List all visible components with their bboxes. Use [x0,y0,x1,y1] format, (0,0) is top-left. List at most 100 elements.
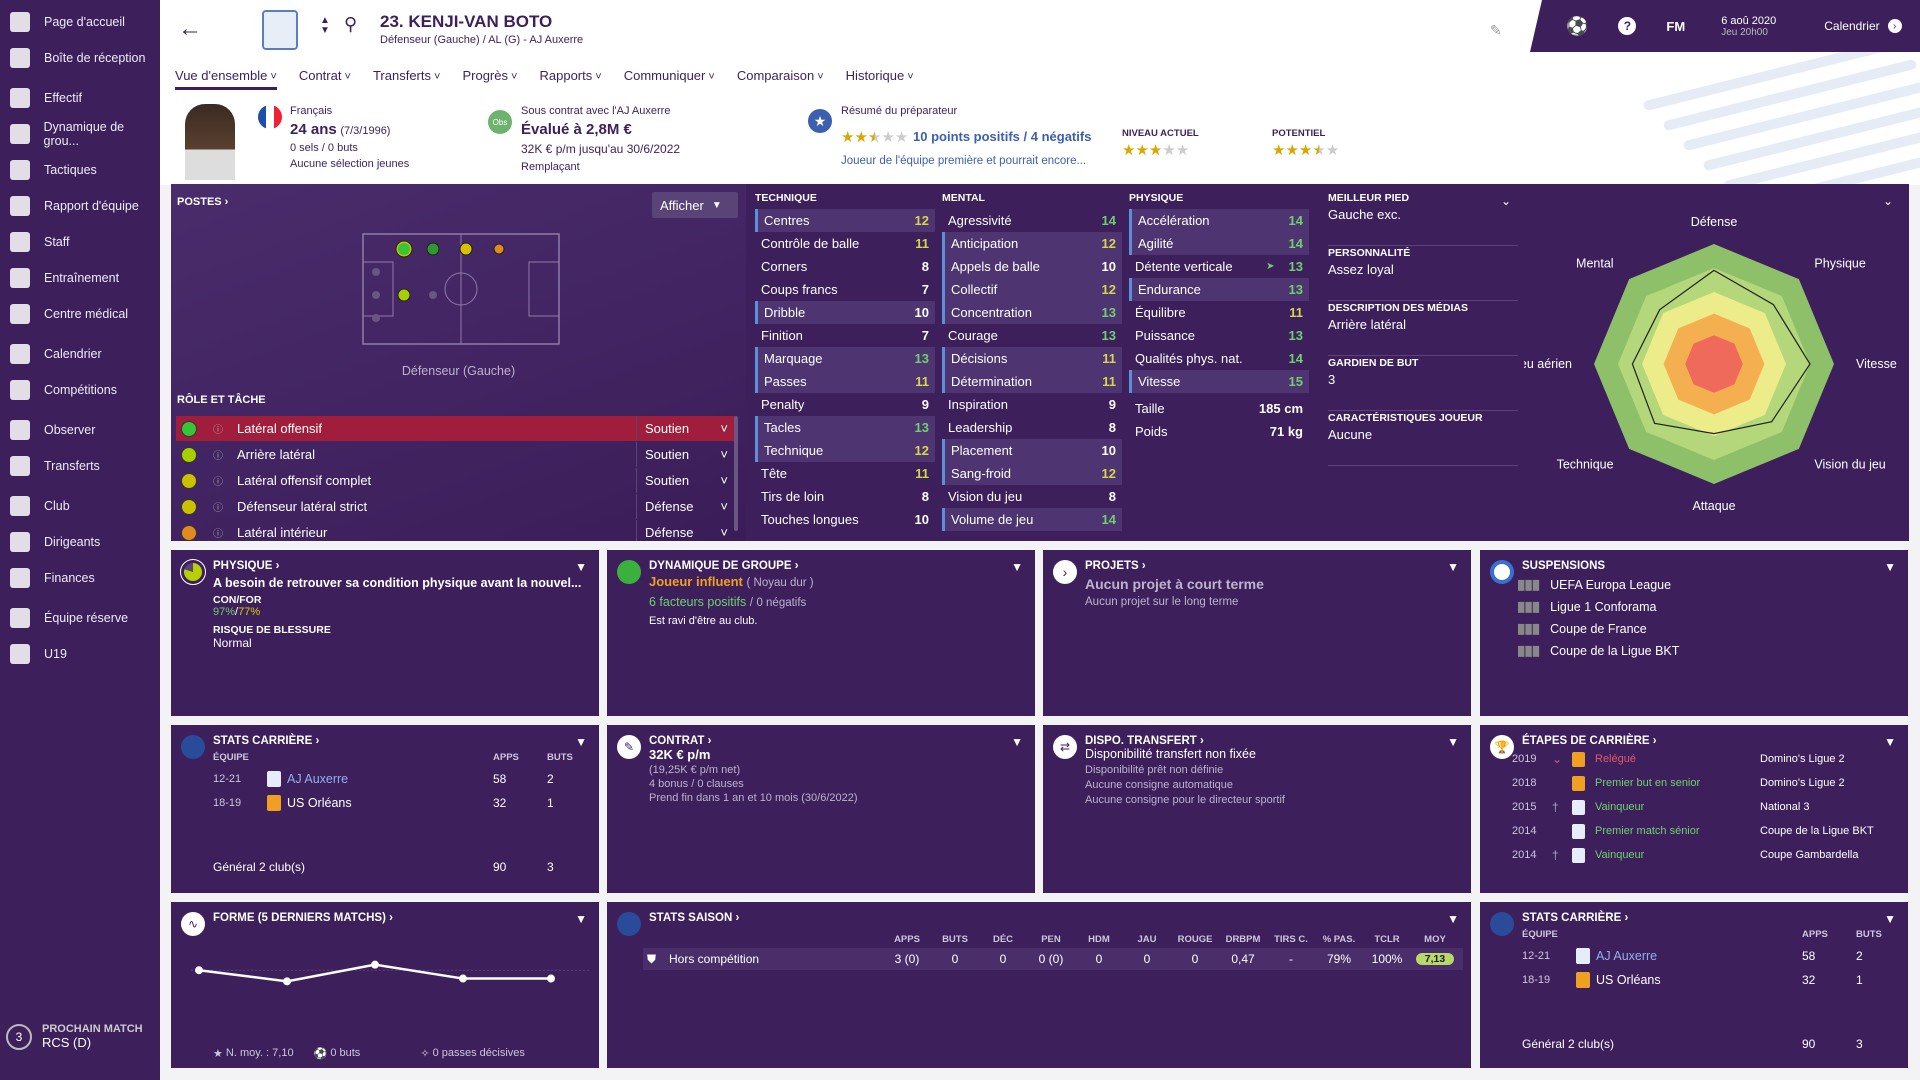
attribute-row[interactable]: Placement 10 [942,439,1122,462]
role-row[interactable]: ⓘ Arrière latéral Soutien ˅ [176,442,736,467]
chevron-down-icon[interactable]: ▼ [1447,560,1459,574]
back-arrow-icon[interactable]: ← [178,15,202,42]
next-match[interactable]: 3 PROCHAIN MATCH RCS (D) [6,1023,143,1050]
chevron-down-icon[interactable]: ▼ [1884,560,1896,574]
form-point[interactable] [283,977,291,986]
calendar-button[interactable]: Calendrier › [1824,19,1902,33]
sidebar-item-transfer[interactable]: Transferts [0,448,160,484]
search-icon[interactable]: ⚲ [344,14,358,34]
sidebar-item-calendar[interactable]: Calendrier [0,336,160,372]
transfer-status-card[interactable]: ⇄ DISPO. TRANSFERT › ▼ Disponibilité tra… [1043,725,1471,893]
sidebar-item-home[interactable]: Page d'accueil [0,4,160,40]
attribute-row[interactable]: Volume de jeu 14 [942,508,1122,531]
suspensions-card[interactable]: SUSPENSIONS ▼ ███ UEFA Europa League ███ Li… [1480,550,1908,716]
chevron-down-icon[interactable]: ▼ [1884,735,1896,749]
form-point[interactable] [195,966,203,975]
attribute-row[interactable]: Courage 13 [942,324,1122,347]
milestone-row[interactable]: 2014 Premier match sénior Coupe de la Ligu… [1512,819,1900,843]
form-card[interactable]: ∿ FORME (5 DERNIERS MATCHS) › ▼ ★ N. moy… [171,902,599,1068]
info-icon[interactable]: ⓘ [213,503,223,514]
attribute-row[interactable]: Détermination 11 [942,370,1122,393]
help-icon[interactable]: ? [1618,17,1637,35]
attribute-row[interactable]: Puissance 13 [1129,324,1309,347]
show-dropdown[interactable]: Afficher ▼ [652,192,738,218]
role-row[interactable]: ⓘ Défenseur latéral strict Défense ˅ [176,494,736,519]
career-row[interactable]: 18-19 US Orléans 32 1 [213,791,591,815]
career-row[interactable]: 12-21 AJ Auxerre 58 2 [213,767,591,791]
dynamics-card[interactable]: DYNAMIQUE DE GROUPE › ▼ Joueur influent … [607,550,1035,716]
form-point[interactable] [459,974,467,983]
attribute-row[interactable]: Dribble 10 [755,301,935,324]
sidebar-item-board[interactable]: Dirigeants [0,524,160,560]
attribute-row[interactable]: Touches longues 10 [755,508,935,531]
sidebar-item-training[interactable]: Entraînement [0,260,160,296]
attribute-row[interactable]: Centres 12 [755,209,935,232]
sidebar-item-inbox[interactable]: Boîte de réception [0,40,160,76]
career-team[interactable]: US Orléans [1596,973,1661,987]
duty-dropdown[interactable]: Défense ˅ [636,520,736,541]
chevron-down-icon[interactable]: ▼ [1447,912,1459,926]
sort-arrows-icon[interactable]: ▲ ▼ [320,15,330,36]
attribute-row[interactable]: Tacles 13 [755,416,935,439]
sidebar-item-finance[interactable]: Finances [0,560,160,596]
attribute-row[interactable]: Concentration 13 [942,301,1122,324]
chevron-down-icon[interactable]: ▼ [1011,735,1023,749]
attribute-row[interactable]: Agressivité 14 [942,209,1122,232]
season-row[interactable]: ⛊ Hors compétition 3 (0) 0 0 0 (0) 0 0 0 0,47 - 79%… [643,948,1463,970]
chevron-down-icon[interactable]: ▼ [575,912,587,926]
role-row[interactable]: ⓘ Latéral offensif complet Soutien ˅ [176,468,736,493]
attribute-row[interactable]: Équilibre 11 [1129,301,1309,324]
edit-icon[interactable]: ✎ [1490,22,1502,38]
attribute-row[interactable]: Contrôle de balle 11 [755,232,935,255]
chevron-down-icon[interactable]: ▼ [575,735,587,749]
attribute-row[interactable]: Tête 11 [755,462,935,485]
chevron-down-icon[interactable]: ▼ [1011,560,1023,574]
sidebar-item-scout[interactable]: Observer [0,412,160,448]
attribute-row[interactable]: Vision du jeu 8 [942,485,1122,508]
attribute-row[interactable]: Inspiration 9 [942,393,1122,416]
tab-5[interactable]: Communiquer ˅ [624,68,715,90]
suspension-row[interactable]: ███ Coupe de France [1518,618,1900,640]
suspension-row[interactable]: ███ UEFA Europa League [1518,574,1900,596]
ball-icon[interactable]: ⚽ [1566,15,1589,36]
milestone-row[interactable]: 2015 † Vainqueur National 3 [1512,795,1900,819]
sidebar-item-medical[interactable]: Centre médical [0,296,160,332]
attribute-row[interactable]: Endurance 13 [1129,278,1309,301]
milestone-row[interactable]: 2014 † Vainqueur Coupe Gambardella [1512,843,1900,867]
duty-dropdown[interactable]: Défense ˅ [636,494,736,519]
sidebar-item-u19[interactable]: U19 [0,636,160,672]
attribute-row[interactable]: Anticipation 12 [942,232,1122,255]
info-icon[interactable]: ⓘ [213,451,223,462]
attribute-row[interactable]: Qualités phys. nat. 14 [1129,347,1309,370]
attribute-row[interactable]: Vitesse 15 [1129,370,1309,393]
milestone-row[interactable]: 2018 Premier but en senior Domino's Ligue … [1512,771,1900,795]
tab-3[interactable]: Progrès ˅ [462,68,517,90]
attribute-row[interactable]: Décisions 11 [942,347,1122,370]
form-point[interactable] [371,960,379,969]
role-list-scrollbar[interactable] [734,416,738,531]
career-row[interactable]: 18-19 US Orléans 32 1 [1522,968,1900,992]
sidebar-item-trophy[interactable]: Compétitions [0,372,160,408]
radar-expand-chevron[interactable]: ⌄ [1883,194,1894,208]
sidebar-item-group[interactable]: Dynamique de grou... [0,116,160,152]
fm-logo[interactable]: FM [1666,18,1686,34]
attribute-row[interactable]: Collectif 12 [942,278,1122,301]
tab-0[interactable]: Vue d'ensemble ˅ [175,68,277,90]
suspension-row[interactable]: ███ Ligue 1 Conforama [1518,596,1900,618]
role-row[interactable]: ⓘ Latéral offensif Soutien ˅ [176,416,736,441]
career-stats-card-2[interactable]: STATS CARRIÈRE › ▼ ÉQUIPE APPS BUTS 12-21 AJ… [1480,902,1908,1068]
attribute-row[interactable]: Tirs de loin 8 [755,485,935,508]
role-row[interactable]: ⓘ Latéral intérieur Défense ˅ [176,520,736,541]
sidebar-item-tactics[interactable]: Tactiques [0,152,160,188]
milestones-card[interactable]: 🏆 ÉTAPES DE CARRIÈRE › ▼ 2019 ⌄ Relégué Dom… [1480,725,1908,893]
projects-card[interactable]: › PROJETS › ▼ Aucun projet à court terme… [1043,550,1471,716]
tab-2[interactable]: Transferts ˅ [373,68,441,90]
chevron-down-icon[interactable]: ▼ [575,560,587,574]
duty-dropdown[interactable]: Soutien ˅ [636,416,736,441]
attribute-row[interactable]: Accélération 14 [1129,209,1309,232]
career-stats-card[interactable]: STATS CARRIÈRE › ▼ ÉQUIPE APPS BUTS 12-21 AJ… [171,725,599,893]
attribute-row[interactable]: Technique 12 [755,439,935,462]
chevron-down-icon[interactable]: ▼ [1447,735,1459,749]
attribute-row[interactable]: Sang-froid 12 [942,462,1122,485]
duty-dropdown[interactable]: Soutien ˅ [636,442,736,467]
